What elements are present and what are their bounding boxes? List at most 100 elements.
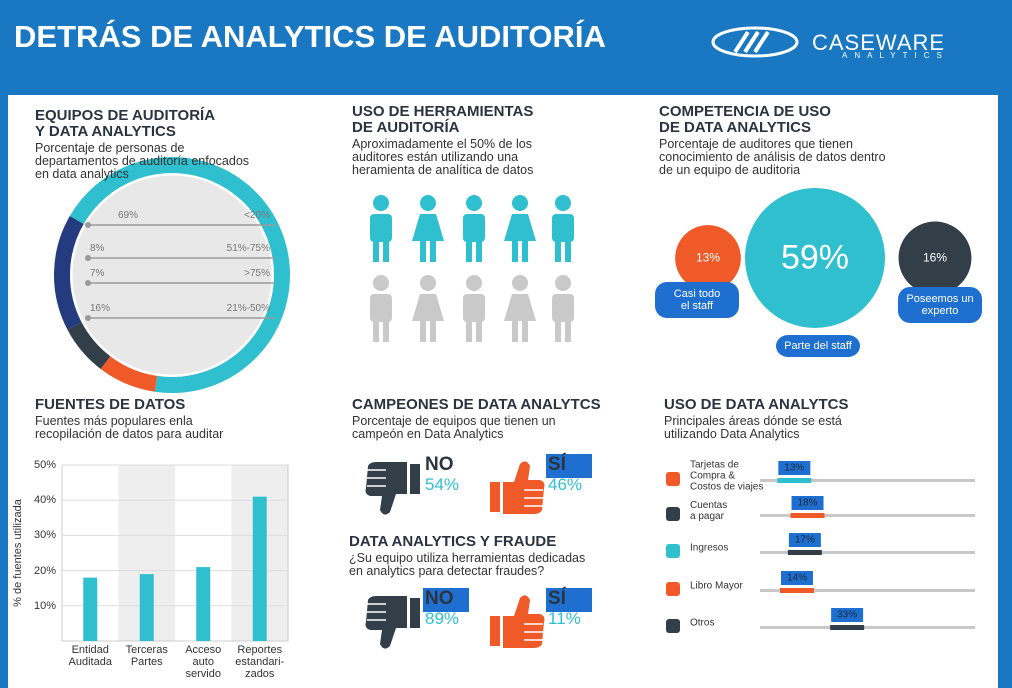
person-icon: [504, 195, 536, 262]
y-tick-label: 40%: [33, 494, 56, 507]
segment-value: 69%: [118, 210, 139, 221]
thumb-hand: [503, 595, 545, 648]
row-label: Cuentas a pagar: [690, 500, 728, 522]
person-icon: [552, 195, 574, 262]
person-leg: [565, 240, 571, 262]
person-icon: [463, 275, 485, 342]
section-title: USO DE HERRAMIENTAS DE AUDITORÍA: [352, 103, 534, 136]
person-leg: [420, 240, 426, 262]
track: [760, 626, 975, 629]
section-subtitle: Porcentaje de personas de departamentos …: [35, 141, 250, 181]
row-icon: [666, 619, 680, 633]
x-tick-label: Entidad Auditada: [68, 644, 112, 668]
person-head: [555, 195, 571, 211]
logo-subtext: ANALYTICS: [842, 51, 949, 60]
answer-value: 54%: [425, 475, 460, 494]
marker: [830, 625, 865, 630]
track: [760, 589, 975, 592]
person-body: [552, 214, 574, 242]
segment-label: >75%: [244, 268, 270, 279]
row-label: Otros: [690, 617, 715, 629]
segment-label: 51%-75%: [226, 243, 270, 254]
answer-label: NO: [425, 454, 454, 475]
x-tick-label: Reportes estandari- zados: [235, 644, 285, 680]
y-tick-label: 10%: [33, 599, 56, 612]
label-pill: [655, 282, 739, 318]
thumb-cuff: [490, 616, 500, 646]
person-icon: [370, 275, 392, 342]
thumb-hand: [365, 596, 407, 649]
bubble: [675, 225, 741, 291]
marker: [787, 550, 822, 555]
section-title: EQUIPOS DE AUDITORÍA Y DATA ANALYTICS: [35, 107, 216, 140]
person-leg: [522, 240, 528, 262]
person-icon: [370, 195, 392, 262]
person-head: [373, 275, 389, 291]
answer-value: 46%: [548, 475, 583, 494]
person-leg: [430, 320, 436, 342]
label-pill: [898, 287, 982, 323]
thumb-cuff: [410, 464, 420, 494]
person-icon: [463, 195, 485, 262]
person-leg: [420, 320, 426, 342]
answer-value: 11%: [548, 609, 581, 628]
person-body: [463, 214, 485, 242]
person-leg: [466, 240, 472, 262]
row-label: Libro Mayor: [690, 580, 743, 592]
segment-value: 7%: [90, 268, 105, 279]
thumb-cuff: [410, 598, 420, 628]
person-leg: [555, 240, 561, 262]
person-leg: [565, 320, 571, 342]
thumb-icon: [490, 461, 545, 514]
highlight-box: [423, 588, 469, 612]
donut-segment: [100, 356, 158, 392]
segment-label: <20%: [244, 210, 270, 221]
person-leg: [512, 240, 518, 262]
person-body: [412, 214, 444, 241]
person-head: [512, 275, 528, 291]
thumb-icon: [365, 596, 420, 649]
person-leg: [373, 320, 379, 342]
logo-mark: [711, 26, 799, 58]
track: [760, 479, 975, 482]
person-body: [504, 294, 536, 321]
leader-dot: [85, 280, 91, 286]
person-head: [420, 195, 436, 211]
person-leg: [512, 320, 518, 342]
person-body: [370, 294, 392, 322]
thumb-hand: [365, 462, 407, 515]
person-body: [412, 294, 444, 321]
section-title: CAMPEONES DE DATA ANALYTCS: [352, 396, 601, 413]
row-value: 18%: [797, 497, 818, 509]
marker: [779, 588, 814, 593]
bubble: [745, 188, 885, 328]
track: [760, 514, 975, 517]
leader-dot: [85, 255, 91, 261]
y-tick-label: 50%: [33, 458, 56, 471]
person-head: [466, 195, 482, 211]
person-head: [512, 195, 528, 211]
x-tick-label: Acceso auto servido: [185, 644, 222, 680]
person-icon: [504, 275, 536, 342]
answer-label: SÍ: [548, 588, 566, 609]
row-value: 14%: [786, 572, 807, 584]
person-body: [552, 294, 574, 322]
section-subtitle: Aproximadamente el 50% de los auditores …: [352, 137, 534, 177]
donut-segment: [69, 157, 290, 393]
thumb-icon: [365, 462, 420, 515]
bubble-value: 16%: [922, 250, 948, 265]
person-leg: [373, 240, 379, 262]
person-leg: [430, 240, 436, 262]
bar: [196, 567, 211, 641]
person-leg: [383, 320, 389, 342]
bubble-value: 13%: [695, 250, 721, 265]
page-title: DETRÁS DE ANALYTICS DE AUDITORÍA: [14, 19, 606, 54]
value-box: [780, 571, 813, 585]
bubble-label: Casi todo el staff: [673, 287, 721, 312]
section-title: FUENTES DE DATOS: [35, 396, 186, 413]
person-leg: [383, 240, 389, 262]
answer-value: 89%: [425, 609, 460, 628]
row-value: 17%: [794, 534, 815, 546]
value-box: [778, 461, 811, 475]
section-subtitle: Fuentes más populares enla recopilación …: [35, 414, 224, 441]
